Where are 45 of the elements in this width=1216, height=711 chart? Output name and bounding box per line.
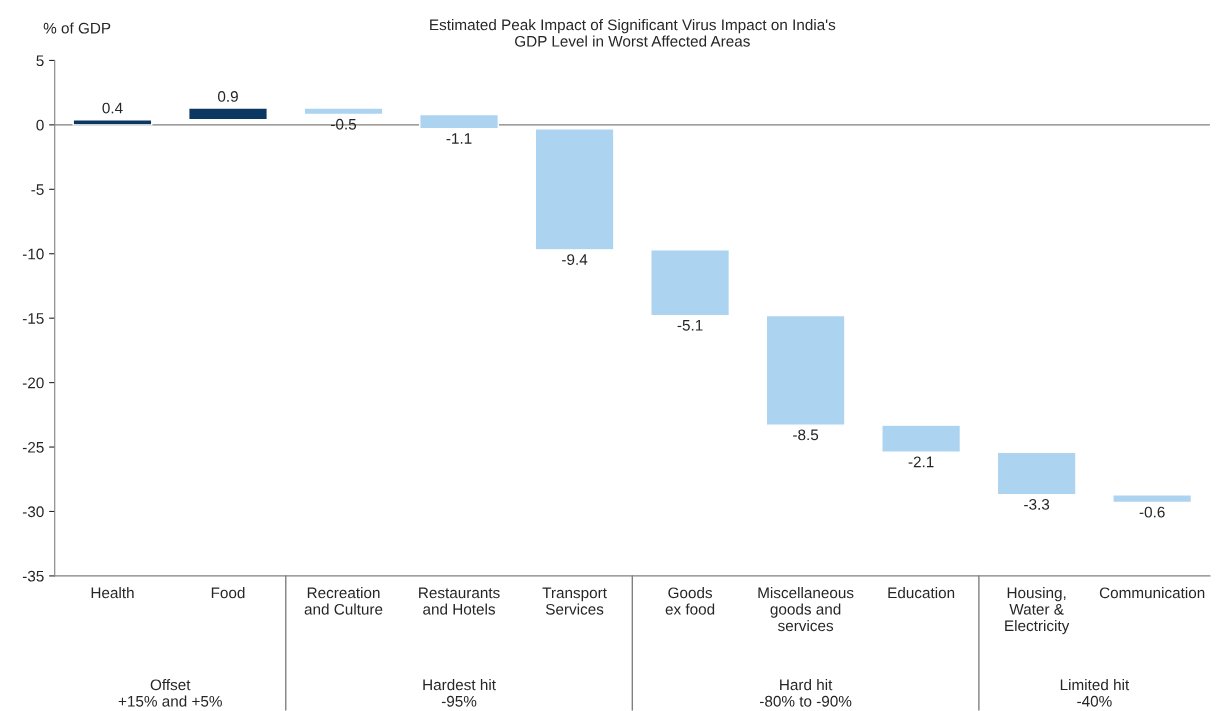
- data-label: -0.5: [331, 118, 357, 130]
- data-label: -0.6: [1139, 506, 1165, 518]
- x-tick-label: Health: [91, 587, 134, 599]
- text: Limited hit -40%: [1060, 679, 1130, 707]
- bar: [534, 128, 615, 251]
- data-label: 0.4: [102, 102, 123, 114]
- bar: [419, 113, 500, 130]
- y-tick-label: -25: [22, 441, 44, 453]
- x-tick-label: Recreation and Culture: [304, 587, 383, 615]
- y-tick-label: -30: [22, 506, 44, 518]
- y-tick-label: -10: [22, 248, 44, 260]
- y-tick-label: 5: [36, 55, 44, 67]
- y-tick-label: -35: [22, 570, 44, 582]
- text: Offset +15% and +5%: [118, 679, 222, 707]
- bar: [72, 119, 153, 126]
- bar: [765, 314, 846, 426]
- data-label: -1.1: [446, 133, 472, 144]
- y-tick-label: -5: [31, 184, 44, 195]
- data-label: -3.3: [1024, 498, 1050, 510]
- bar: [650, 249, 731, 317]
- data-label: -8.5: [793, 429, 819, 441]
- x-tick-label: Communication: [1099, 587, 1205, 599]
- data-label: -5.1: [677, 320, 703, 331]
- x-tick-label: Education: [888, 587, 955, 599]
- bar: [303, 107, 384, 116]
- data-label: -9.4: [562, 254, 588, 265]
- x-tick-label: Housing, Water & Electricity: [1005, 587, 1070, 635]
- bar: [996, 451, 1077, 496]
- text: Hard hit -80% to -90%: [760, 679, 852, 707]
- x-tick-label: Restaurants and Hotels: [419, 587, 500, 615]
- bar: [1112, 494, 1193, 504]
- x-tick-label: Goods ex food: [665, 587, 715, 615]
- x-tick-label: Food: [211, 587, 245, 599]
- bar: [881, 424, 962, 453]
- x-tick-label: Miscellaneous goods and services: [758, 587, 854, 632]
- y-axis-title: % of GDP: [43, 22, 111, 34]
- y-tick-label: 0: [36, 119, 44, 131]
- chart-title: Estimated Peak Impact of Significant Virus Impact on India's GDP Level in Worst Affected Areas: [430, 19, 836, 47]
- data-label: 0.9: [217, 91, 238, 102]
- y-tick-label: -15: [22, 313, 44, 324]
- data-label: -2.1: [908, 456, 934, 468]
- y-tick-label: -20: [22, 377, 44, 389]
- text: Hardest hit -95%: [423, 679, 496, 707]
- bar: [188, 107, 268, 121]
- x-tick-label: Transport Services: [542, 587, 607, 615]
